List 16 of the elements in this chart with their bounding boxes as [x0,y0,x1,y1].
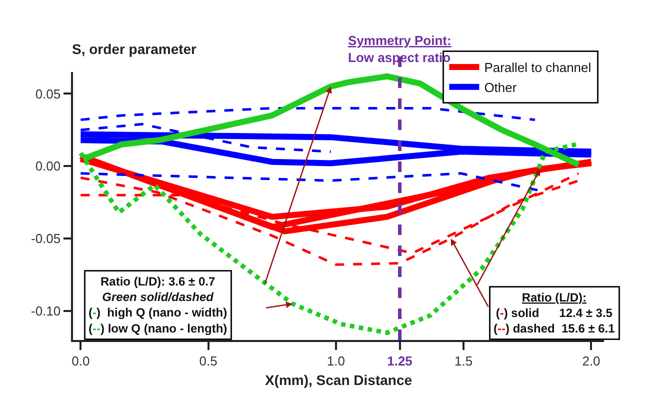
annotation: Ratio (L/D): 3.6 ± 0.7 Green solid/dashed (-) high Q (nano - width) (--) low Q (nano - length) [88,274,228,336]
y-tick-label: -0.10 [31,304,61,319]
x-axis-title: X(mm), Scan Distance [264,372,412,388]
y-axis-title: S, order parameter [72,41,198,57]
legend-label: Other [484,80,518,95]
y-tick-label: -0.05 [31,231,61,246]
legend-label: Parallel to channel [484,60,592,76]
x-tick-label: 1.25 [387,353,412,368]
x-tick-label: 1.5 [454,353,473,368]
y-tick-label: 0.05 [35,86,61,102]
x-tick-label: 0.5 [199,353,218,368]
text: Ratio (L/D): (-) solid 12.4 ± 3.5 (--) dashed 15.6 ± 6.1 [494,290,615,336]
x-tick-label: 0.0 [72,353,90,368]
x-tick-label: 2.0 [582,353,600,368]
x-tick-label: 1.0 [326,353,345,368]
y-tick-label: 0.00 [35,158,61,174]
